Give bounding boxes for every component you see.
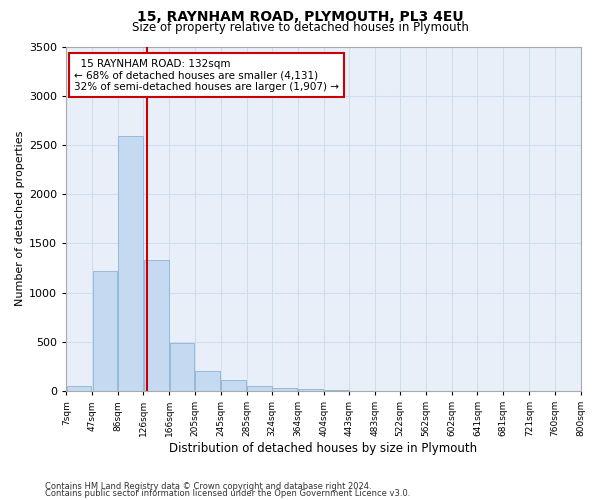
Bar bbox=[144, 260, 169, 391]
Text: Contains HM Land Registry data © Crown copyright and database right 2024.: Contains HM Land Registry data © Crown c… bbox=[45, 482, 371, 491]
Text: 15 RAYNHAM ROAD: 132sqm  
← 68% of detached houses are smaller (4,131)
32% of se: 15 RAYNHAM ROAD: 132sqm ← 68% of detache… bbox=[74, 58, 339, 92]
Text: Contains public sector information licensed under the Open Government Licence v3: Contains public sector information licen… bbox=[45, 489, 410, 498]
Bar bbox=[247, 386, 272, 391]
Bar bbox=[195, 372, 220, 391]
Bar bbox=[324, 390, 349, 391]
Bar bbox=[92, 271, 117, 391]
Text: Size of property relative to detached houses in Plymouth: Size of property relative to detached ho… bbox=[131, 22, 469, 35]
Bar bbox=[298, 389, 323, 391]
Text: 15, RAYNHAM ROAD, PLYMOUTH, PL3 4EU: 15, RAYNHAM ROAD, PLYMOUTH, PL3 4EU bbox=[137, 10, 463, 24]
Bar bbox=[221, 380, 245, 391]
X-axis label: Distribution of detached houses by size in Plymouth: Distribution of detached houses by size … bbox=[169, 442, 478, 455]
Bar bbox=[118, 136, 143, 391]
Bar bbox=[272, 388, 297, 391]
Y-axis label: Number of detached properties: Number of detached properties bbox=[15, 131, 25, 306]
Bar bbox=[170, 343, 194, 391]
Bar bbox=[67, 386, 91, 391]
